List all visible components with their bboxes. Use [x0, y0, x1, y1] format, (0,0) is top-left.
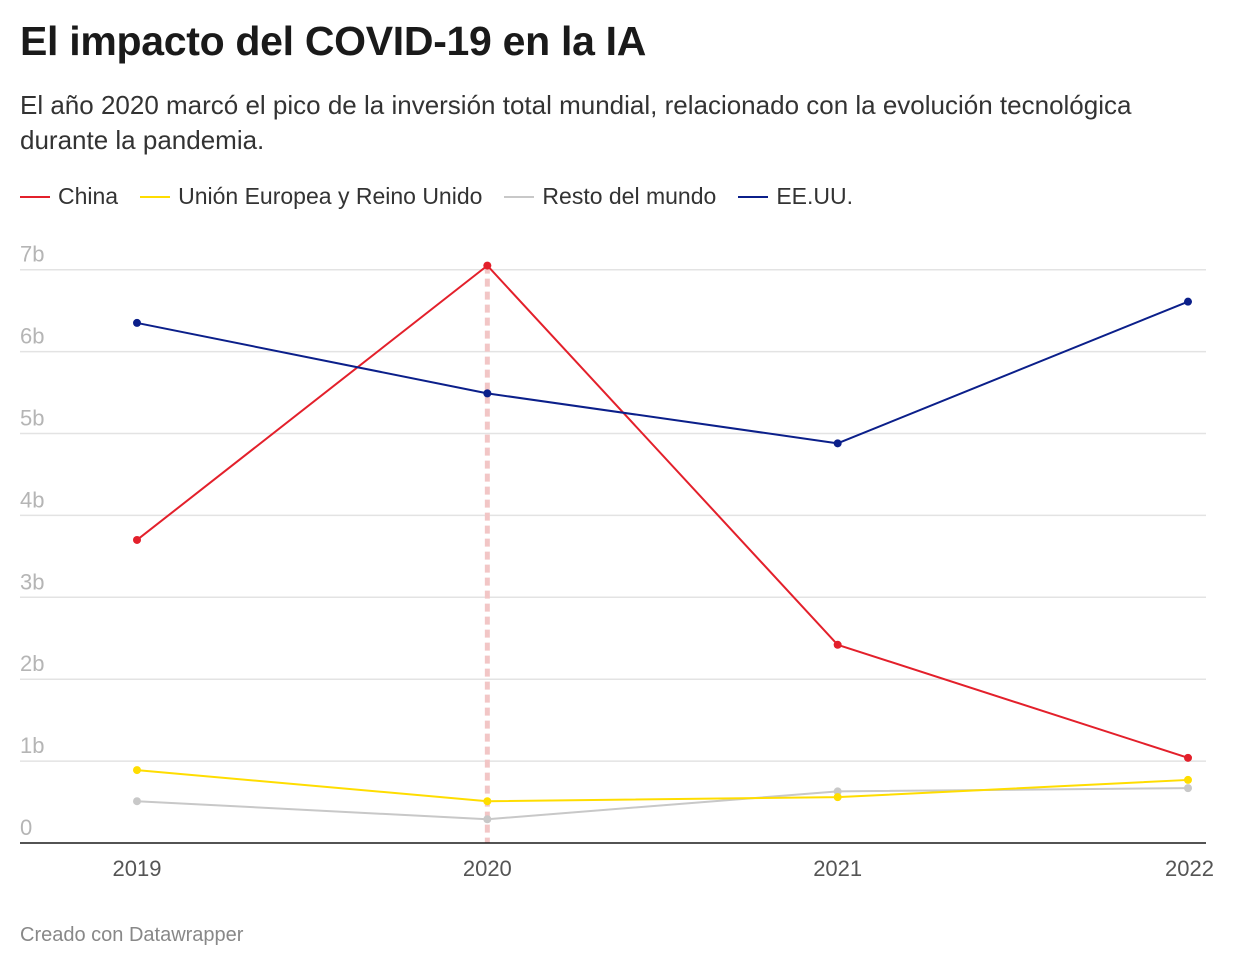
x-tick-label-2019: 2019 [113, 856, 162, 881]
legend-label-rest-of-world: Resto del mundo [542, 183, 717, 209]
data-point-china-2019 [133, 535, 141, 544]
data-point-resto-del-mundo-2020 [483, 815, 492, 824]
data-point-union-europea-y-reino-unido-2021 [833, 793, 842, 802]
legend-item-usa: EE.UU. [738, 183, 853, 210]
y-tick-label: 7b [20, 242, 44, 267]
legend-item-eu-uk: Unión Europea y Reino Unido [140, 183, 482, 210]
chart-subtitle: El año 2020 marcó el pico de la inversió… [20, 90, 1132, 155]
data-point-china-2022 [1184, 753, 1192, 762]
y-tick-label: 3b [20, 569, 44, 594]
legend-swatch-eu-uk [140, 195, 171, 198]
data-point-china-2021 [833, 640, 842, 649]
data-point-resto-del-mundo-2021 [833, 787, 842, 796]
x-tick-label-2022: 2022 [1165, 856, 1214, 881]
series-points [133, 261, 1192, 824]
y-tick-label: 6b [20, 324, 44, 349]
footer-credit: Creado con Datawrapper [20, 924, 244, 946]
series-line-resto-del-mundo [136, 787, 1189, 821]
legend-label-china: China [58, 183, 119, 209]
x-axis-labels: 2019 2020 2021 2022 [113, 856, 1214, 881]
data-point-china-2020 [483, 261, 492, 270]
data-point-ee-uu-2022 [1184, 297, 1192, 306]
series-line-union-europea-y-reino-unido [136, 769, 1189, 803]
data-point-union-europea-y-reino-unido-2022 [1184, 775, 1192, 784]
x-tick-label-2021: 2021 [813, 856, 862, 881]
legend-swatch-usa [738, 195, 769, 198]
data-point-union-europea-y-reino-unido-2020 [483, 797, 492, 806]
series-line-china [136, 264, 1189, 759]
series-lines [136, 264, 1189, 821]
data-point-ee-uu-2020 [483, 389, 492, 398]
data-point-ee-uu-2019 [133, 318, 141, 327]
data-point-union-europea-y-reino-unido-2019 [133, 766, 141, 775]
y-tick-label: 5b [20, 406, 44, 431]
legend-label-usa: EE.UU. [776, 183, 853, 209]
y-tick-label: 1b [20, 733, 44, 758]
data-point-ee-uu-2021 [833, 439, 842, 448]
y-tick-label: 0 [20, 815, 32, 840]
data-point-resto-del-mundo-2019 [133, 797, 141, 806]
y-tick-label: 4b [20, 487, 44, 512]
data-point-resto-del-mundo-2022 [1184, 784, 1192, 793]
legend-swatch-rest-of-world [504, 195, 535, 198]
legend-item-china: China [20, 183, 118, 210]
legend-label-eu-uk: Unión Europea y Reino Unido [178, 183, 483, 209]
chart-title: El impacto del COVID-19 en la IA [20, 18, 647, 64]
legend-item-rest-of-world: Resto del mundo [504, 183, 716, 210]
y-tick-label: 2b [20, 651, 44, 676]
legend-swatch-china [20, 195, 50, 198]
series-line-ee-uu [136, 300, 1189, 445]
y-grid: 0 1b 2b 3b 4b 5b 6b 7b [20, 242, 1206, 840]
x-tick-label-2020: 2020 [463, 856, 512, 881]
chart-legend: China Unión Europea y Reino Unido Resto … [20, 183, 853, 210]
